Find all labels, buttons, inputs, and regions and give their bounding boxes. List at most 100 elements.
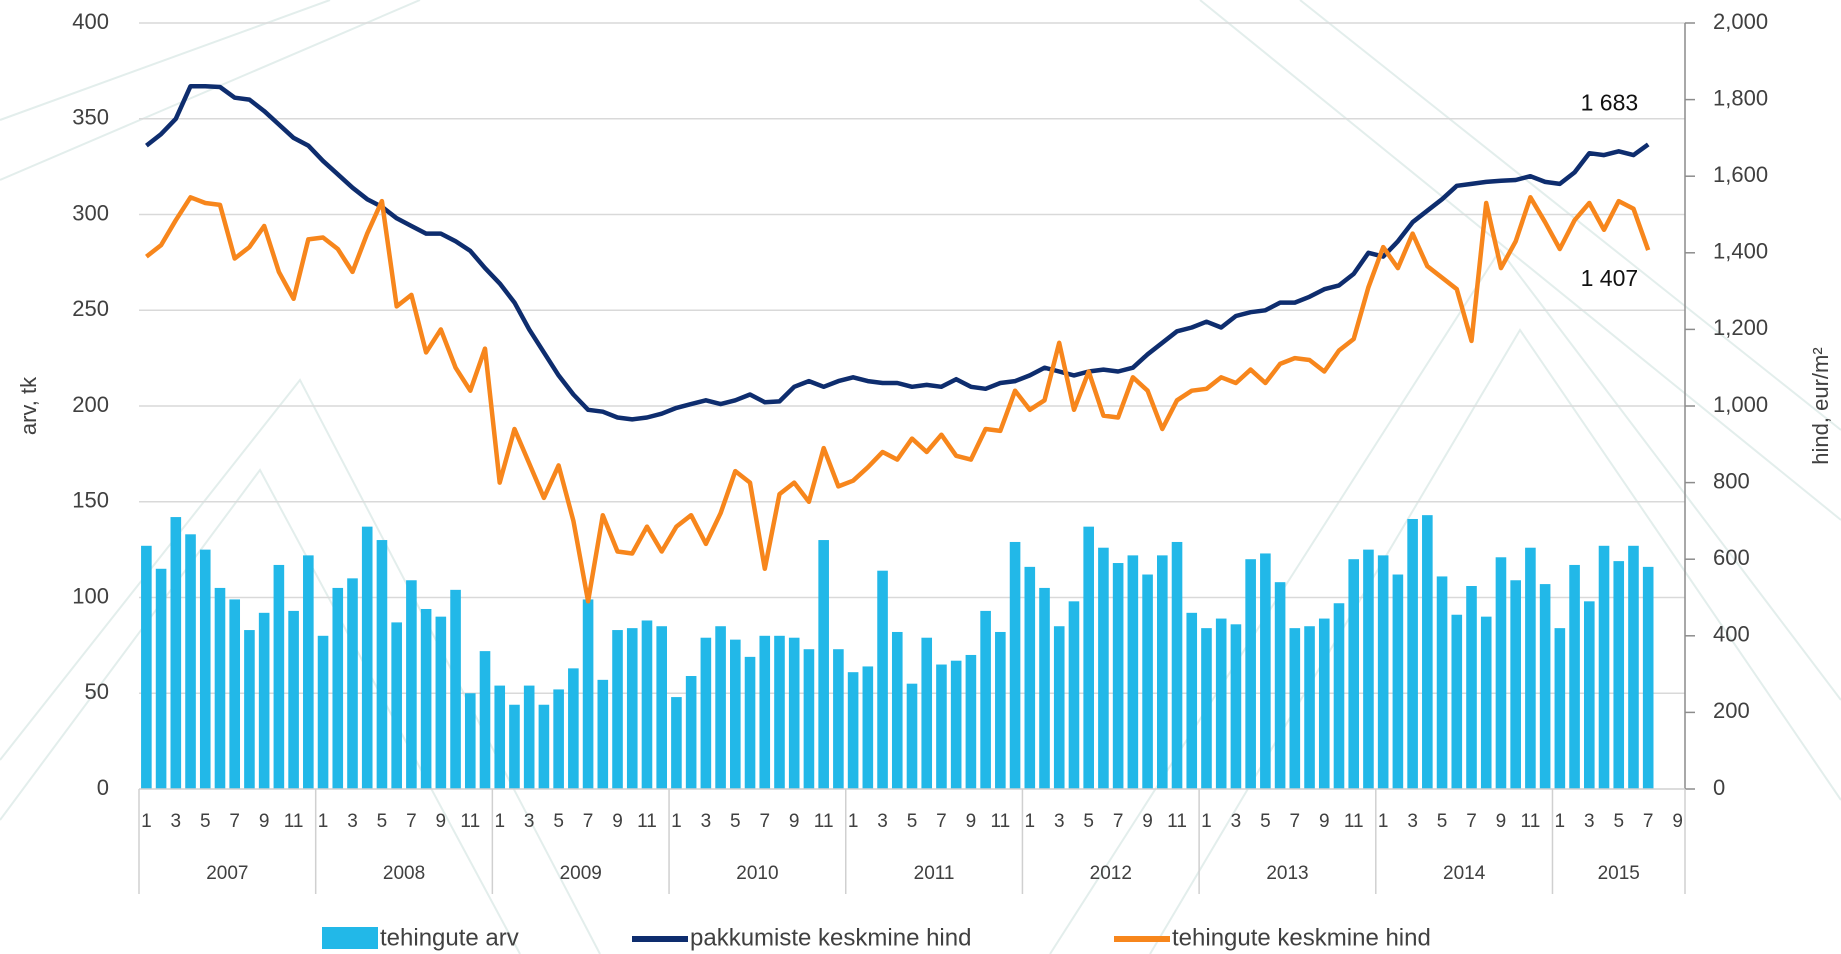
year-label: 2008 [383,863,425,884]
x-tick-label: 1 [1201,811,1212,832]
bar [1053,626,1065,789]
y2-tick-label: 400 [1713,622,1750,647]
bar [450,589,461,789]
x-tick-label: 11 [990,811,1010,832]
bar [1613,561,1625,789]
bar [906,683,918,789]
bar [155,568,167,789]
x-tick-label: 9 [436,811,447,832]
bar [332,587,344,789]
bar [1510,580,1521,789]
y2-tick-label: 2,000 [1713,9,1768,34]
x-tick-label: 3 [701,811,712,832]
bar [1230,624,1242,789]
bar [891,631,903,789]
bar [170,517,182,789]
bar [376,540,388,789]
y2-tick-label: 800 [1713,468,1750,493]
y-tick-label: 0 [97,775,109,800]
x-tick-label: 5 [730,811,741,832]
y-tick-label: 300 [72,200,109,225]
bar [818,540,829,789]
bar [538,704,550,789]
bar [1363,549,1374,789]
bar [1495,557,1507,789]
bar [862,666,874,789]
x-tick-label: 1 [671,811,682,832]
year-label: 2011 [914,863,955,884]
data-label: 1 683 [1581,89,1639,115]
legend-label: pakkumiste keskmine hind [690,924,971,951]
y2-tick-label: 1,000 [1713,392,1768,417]
bar [1525,547,1536,789]
y2-tick-label: 1,400 [1713,239,1768,264]
bar [1466,586,1477,789]
bar [744,656,756,789]
bar [833,649,844,789]
bar [479,651,491,789]
bar [730,639,741,789]
bar [1628,545,1639,789]
bar [214,587,226,789]
bar [847,672,859,789]
bar [199,549,211,789]
bar [1127,555,1139,789]
x-tick-label: 3 [1584,811,1595,832]
bar [715,626,726,789]
bar [1642,566,1654,789]
x-tick-label: 1 [848,811,859,832]
line-series [145,195,1651,604]
x-tick-label: 3 [1407,811,1418,832]
bar [877,570,888,789]
bar [1436,576,1448,789]
x-tick-label: 11 [814,811,834,832]
x-tick-label: 7 [1290,811,1301,832]
x-tick-label: 9 [612,811,623,832]
x-tick-label: 9 [789,811,800,832]
bar [936,664,947,789]
bar [1157,555,1168,789]
bar [921,637,933,789]
x-tick-label: 5 [377,811,388,832]
bar [420,608,432,789]
bar [568,668,579,789]
x-tick-label: 9 [1496,811,1507,832]
bar [361,526,373,789]
bar [685,676,697,789]
bar [1215,618,1227,789]
y2-axis-label: hind, eur/m² [1808,347,1833,464]
bar [141,545,152,789]
x-tick-label: 11 [1344,811,1364,832]
bar [317,635,329,789]
x-tick-label: 7 [406,811,417,832]
bar [1598,545,1610,789]
y-tick-label: 350 [72,105,109,130]
x-tick-label: 5 [553,811,564,832]
bar [1260,553,1271,789]
y-axis-label: arv, tk [16,376,41,435]
x-tick-label: 5 [200,811,211,832]
bar [1024,566,1036,789]
x-tick-label: 7 [1466,811,1477,832]
x-tick-label: 3 [347,811,358,832]
x-tick-label: 11 [1167,811,1187,832]
x-tick-label: 3 [877,811,888,832]
x-tick-label: 1 [1378,811,1389,832]
bar [258,612,270,789]
bar [1083,526,1094,789]
bar [1009,541,1021,789]
x-tick-label: 3 [171,811,182,832]
legend-swatch [322,927,378,949]
x-tick-label: 7 [583,811,594,832]
bar [950,660,962,789]
bar [700,637,712,789]
y-tick-label: 200 [72,392,109,417]
x-tick-label: 5 [1260,811,1271,832]
year-label: 2007 [206,863,248,884]
year-label: 2013 [1266,863,1308,884]
year-label: 2014 [1443,863,1486,884]
x-tick-label: 11 [1521,811,1541,832]
x-tick-label: 7 [936,811,947,832]
bar [1569,564,1580,789]
y2-tick-label: 1,600 [1713,162,1768,187]
